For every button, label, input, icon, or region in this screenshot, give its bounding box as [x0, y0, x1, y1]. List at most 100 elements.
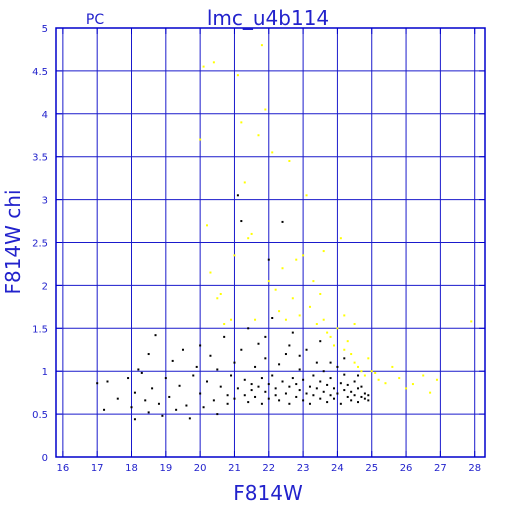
data-point	[322, 370, 325, 373]
data-point	[363, 374, 366, 377]
data-point	[133, 418, 136, 421]
data-point	[178, 384, 181, 387]
data-point	[199, 344, 202, 347]
data-point	[326, 383, 329, 386]
data-point	[329, 361, 332, 364]
data-point	[374, 371, 377, 374]
data-point	[223, 335, 226, 338]
data-point	[212, 61, 215, 64]
data-point	[322, 318, 325, 321]
data-point	[295, 395, 298, 398]
data-point	[254, 395, 257, 398]
data-point	[329, 335, 332, 338]
x-tick-label: 21	[228, 463, 241, 474]
corner-label: PC	[86, 12, 104, 28]
data-point	[233, 397, 236, 400]
data-point	[367, 357, 370, 360]
data-point	[367, 394, 370, 397]
data-point	[298, 389, 301, 392]
data-point	[260, 402, 263, 405]
data-point	[350, 353, 353, 356]
data-point	[363, 397, 366, 400]
data-point	[291, 331, 294, 334]
y-tick-labels: 0 0.5 1 1.5 2 2.5 3 3.5 4 4.5 5	[32, 24, 48, 464]
data-point	[302, 378, 305, 381]
x-tick-label: 26	[400, 463, 413, 474]
data-point	[281, 380, 284, 383]
data-point	[305, 348, 308, 351]
data-point	[319, 340, 322, 343]
data-point	[240, 121, 243, 124]
data-point	[202, 406, 205, 409]
data-point	[281, 220, 284, 223]
data-point	[329, 377, 332, 380]
data-point	[329, 394, 332, 397]
data-point	[267, 280, 270, 283]
data-point	[343, 314, 346, 317]
data-point	[312, 394, 315, 397]
data-point	[250, 389, 253, 392]
data-point	[264, 108, 267, 111]
data-point	[137, 368, 140, 371]
data-point	[278, 399, 281, 402]
data-point	[216, 413, 219, 416]
y-axis-label: F814W chi	[1, 189, 25, 294]
data-point	[233, 254, 236, 257]
data-point	[199, 392, 202, 395]
data-point	[188, 417, 191, 420]
data-point	[315, 323, 318, 326]
data-point	[319, 380, 322, 383]
y-tick-label: 3	[42, 196, 48, 207]
data-point	[103, 408, 106, 411]
data-point	[271, 374, 274, 377]
data-point	[339, 402, 342, 405]
data-point	[96, 382, 99, 385]
data-point	[391, 365, 394, 368]
data-point	[298, 354, 301, 357]
data-point	[312, 374, 315, 377]
data-point	[147, 353, 150, 356]
data-point	[367, 399, 370, 402]
data-point	[264, 335, 267, 338]
data-point	[343, 389, 346, 392]
y-tick-label: 3.5	[32, 153, 48, 164]
data-point	[254, 318, 257, 321]
data-point	[411, 383, 414, 386]
data-point	[370, 370, 373, 373]
data-point	[305, 194, 308, 197]
data-point	[288, 159, 291, 162]
data-point	[230, 374, 233, 377]
x-tick-label: 19	[159, 463, 172, 474]
x-tick-label: 24	[331, 463, 344, 474]
data-point	[305, 392, 308, 395]
data-point	[360, 370, 363, 373]
data-point	[302, 399, 305, 402]
data-point	[298, 314, 301, 317]
data-point	[284, 318, 287, 321]
data-point	[257, 134, 260, 137]
data-point	[206, 224, 209, 227]
data-point	[271, 317, 274, 320]
data-point	[130, 406, 133, 409]
data-point	[336, 365, 339, 368]
x-tick-labels: 16 17 18 19 20 21 22 23 24 25 26 27 28	[56, 463, 481, 474]
data-point	[247, 401, 250, 404]
x-tick-label: 17	[91, 463, 104, 474]
data-point	[216, 297, 219, 300]
series-yellow-points	[199, 44, 473, 394]
data-point	[319, 292, 322, 295]
data-point	[339, 237, 342, 240]
data-point	[171, 359, 174, 362]
x-tick-label: 28	[468, 463, 481, 474]
data-point	[181, 348, 184, 351]
data-point	[202, 65, 205, 68]
data-point	[278, 363, 281, 366]
data-point	[175, 408, 178, 411]
y-tick-label: 2.5	[32, 239, 48, 250]
data-point	[185, 404, 188, 407]
data-point	[336, 327, 339, 330]
data-point	[264, 390, 267, 393]
data-point	[230, 318, 233, 321]
data-point	[322, 250, 325, 253]
